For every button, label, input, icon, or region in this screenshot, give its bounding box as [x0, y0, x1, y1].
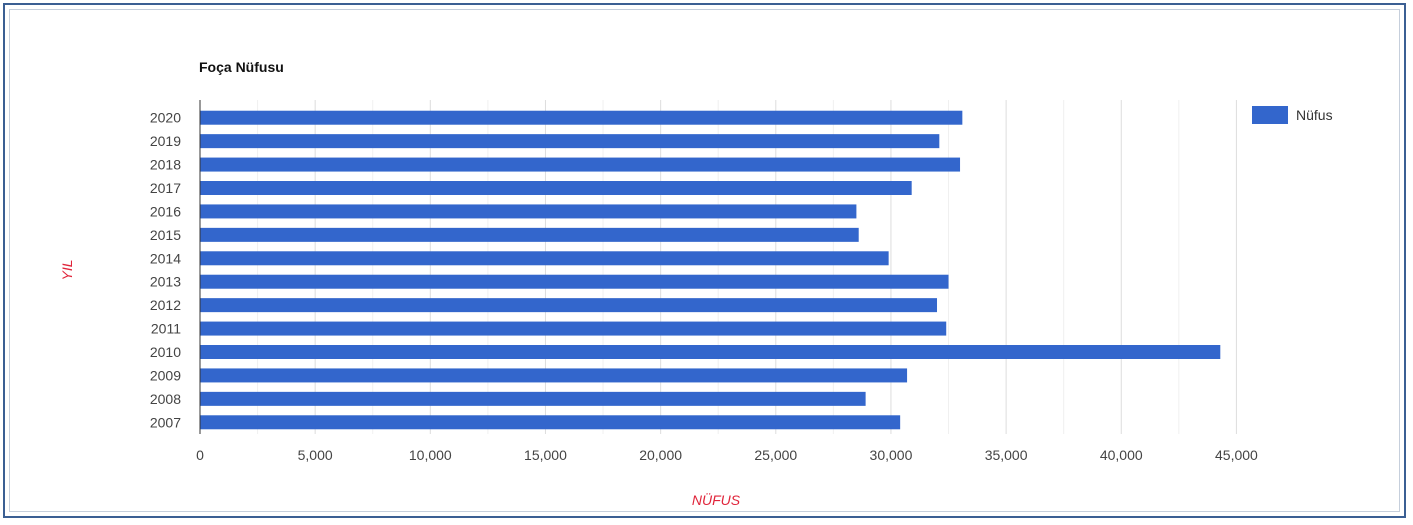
bar: [200, 157, 961, 172]
chart-frame: [3, 3, 1406, 518]
y-tick-label: 2011: [151, 321, 181, 337]
y-tick-labels: 2020 2019 2018 2017 2016 2015 2014 2013 2012 2011…: [150, 110, 181, 431]
legend: Nüfus: [1252, 106, 1333, 124]
x-tick-label: 30,000: [870, 447, 913, 463]
x-axis-title: NÜFUS: [692, 491, 741, 508]
y-tick-label: 2010: [150, 344, 181, 360]
x-tick-label: 0: [196, 447, 204, 463]
x-tick-label: 15,000: [524, 447, 567, 463]
y-tick-label: 2008: [150, 391, 181, 407]
bar: [200, 251, 889, 266]
y-tick-label: 2019: [150, 133, 181, 149]
y-axis-title: YIL: [59, 259, 75, 280]
bar: [200, 181, 912, 195]
bar: [200, 415, 901, 430]
y-tick-label: 2018: [150, 157, 181, 173]
y-tick-label: 2017: [150, 180, 181, 196]
x-tick-label: 35,000: [985, 447, 1028, 463]
y-tick-label: 2007: [150, 414, 181, 430]
x-tick-label: 5,000: [298, 447, 333, 463]
y-tick-label: 2013: [150, 274, 181, 290]
grid-lines: [257, 100, 1237, 434]
x-tick-label: 40,000: [1100, 447, 1143, 463]
y-tick-label: 2012: [150, 297, 181, 313]
x-tick-labels: 0 5,000 10,000 15,000 20,000 25,000 30,000 35,0…: [196, 447, 1258, 463]
legend-swatch: [1252, 106, 1288, 124]
bar: [200, 298, 938, 313]
bar: [200, 110, 963, 125]
y-tick-label: 2014: [150, 250, 181, 266]
y-tick-label: 2020: [150, 110, 181, 126]
bar: [200, 345, 1221, 359]
legend-label: Nüfus: [1296, 107, 1333, 123]
bar: [200, 368, 908, 383]
bars: [200, 110, 1221, 430]
bar: [200, 391, 866, 406]
x-tick-label: 45,000: [1215, 447, 1258, 463]
x-tick-label: 20,000: [639, 447, 682, 463]
chart-frame-inner: [9, 9, 1400, 512]
y-tick-label: 2016: [150, 203, 181, 219]
bar: [200, 204, 857, 219]
x-tick-label: 10,000: [409, 447, 452, 463]
chart-title: Foça Nüfusu: [199, 59, 284, 75]
bar: [200, 274, 949, 289]
y-tick-label: 2015: [150, 227, 181, 243]
bar: [200, 134, 940, 149]
x-tick-label: 25,000: [754, 447, 797, 463]
y-tick-label: 2009: [150, 367, 181, 383]
bar: [200, 321, 947, 336]
bar: [200, 227, 859, 242]
